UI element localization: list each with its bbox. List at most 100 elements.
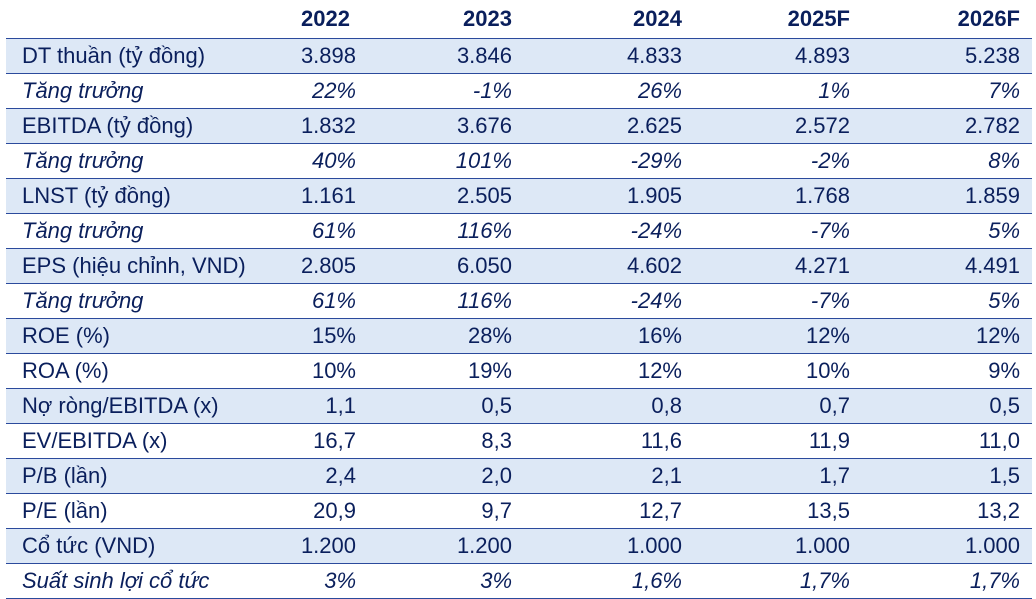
row-value-2024: 2,1	[524, 458, 694, 494]
row-value-2025f: 1,7%	[694, 563, 862, 599]
row-label: DT thuần (tỷ đồng)	[6, 38, 274, 74]
row-value-2025f: 0,7	[694, 388, 862, 424]
row-value-2026f: 2.782	[862, 108, 1032, 144]
row-value-2025f: 4.271	[694, 248, 862, 284]
row-label: EV/EBITDA (x)	[6, 423, 274, 459]
row-value-2025f: 13,5	[694, 493, 862, 529]
row-value-2022: 1.161	[274, 178, 362, 214]
row-value-2025f: 2.572	[694, 108, 862, 144]
financial-summary-table: 2022 2023 2024 2025F 2026F DT thuần (tỷ …	[6, 0, 1032, 599]
row-value-2023: 101%	[362, 143, 524, 179]
row-value-2022: 15%	[274, 318, 362, 354]
row-value-2025f: 1.000	[694, 528, 862, 564]
row-value-2026f: 1,5	[862, 458, 1032, 494]
row-value-2025f: -7%	[694, 213, 862, 249]
row-value-2023: 28%	[362, 318, 524, 354]
table-row: Tăng trưởng 61% 116% -24% -7% 5%	[6, 213, 1032, 249]
row-value-2025f: 1%	[694, 73, 862, 109]
row-value-2026f: 1,7%	[862, 563, 1032, 599]
table-row: DT thuần (tỷ đồng) 3.898 3.846 4.833 4.893 5.…	[6, 38, 1032, 74]
table-row: ROE (%) 15% 28% 16% 12% 12%	[6, 318, 1032, 354]
row-value-2024: 1.905	[524, 178, 694, 214]
table-row: ROA (%) 10% 19% 12% 10% 9%	[6, 353, 1032, 389]
table-row: Nợ ròng/EBITDA (x) 1,1 0,5 0,8 0,7 0,5	[6, 388, 1032, 424]
row-value-2026f: 5%	[862, 213, 1032, 249]
row-value-2024: 12%	[524, 353, 694, 389]
row-value-2024: 16%	[524, 318, 694, 354]
row-label: Tăng trưởng	[6, 283, 274, 319]
row-value-2026f: 9%	[862, 353, 1032, 389]
row-value-2026f: 5.238	[862, 38, 1032, 74]
row-value-2024: 0,8	[524, 388, 694, 424]
table-row: P/E (lần) 20,9 9,7 12,7 13,5 13,2	[6, 493, 1032, 529]
row-value-2023: 6.050	[362, 248, 524, 284]
row-value-2023: -1%	[362, 73, 524, 109]
row-value-2026f: 0,5	[862, 388, 1032, 424]
header-label-cell	[6, 0, 274, 39]
row-value-2026f: 7%	[862, 73, 1032, 109]
table-row: EV/EBITDA (x) 16,7 8,3 11,6 11,9 11,0	[6, 423, 1032, 459]
row-label: LNST (tỷ đồng)	[6, 178, 274, 214]
row-value-2022: 16,7	[274, 423, 362, 459]
row-label: ROA (%)	[6, 353, 274, 389]
row-value-2023: 116%	[362, 213, 524, 249]
header-year-2023: 2023	[362, 0, 524, 39]
table-row: P/B (lần) 2,4 2,0 2,1 1,7 1,5	[6, 458, 1032, 494]
row-value-2024: 4.833	[524, 38, 694, 74]
row-value-2023: 0,5	[362, 388, 524, 424]
row-value-2024: 26%	[524, 73, 694, 109]
row-value-2022: 40%	[274, 143, 362, 179]
row-value-2025f: 11,9	[694, 423, 862, 459]
row-value-2026f: 12%	[862, 318, 1032, 354]
row-label: Tăng trưởng	[6, 143, 274, 179]
row-value-2026f: 5%	[862, 283, 1032, 319]
row-value-2022: 1,1	[274, 388, 362, 424]
row-value-2026f: 1.000	[862, 528, 1032, 564]
row-value-2024: 1.000	[524, 528, 694, 564]
table-header: 2022 2023 2024 2025F 2026F	[6, 0, 1032, 39]
row-value-2023: 1.200	[362, 528, 524, 564]
row-value-2026f: 13,2	[862, 493, 1032, 529]
row-value-2022: 3.898	[274, 38, 362, 74]
row-label: Cổ tức (VND)	[6, 528, 274, 564]
row-value-2025f: 1,7	[694, 458, 862, 494]
table-body: DT thuần (tỷ đồng) 3.898 3.846 4.833 4.893 5.…	[6, 38, 1032, 599]
row-value-2022: 61%	[274, 283, 362, 319]
row-value-2024: -24%	[524, 283, 694, 319]
row-label: P/B (lần)	[6, 458, 274, 494]
row-label: Tăng trưởng	[6, 213, 274, 249]
row-value-2024: -29%	[524, 143, 694, 179]
row-value-2023: 9,7	[362, 493, 524, 529]
row-value-2022: 1.832	[274, 108, 362, 144]
row-value-2024: 1,6%	[524, 563, 694, 599]
header-row: 2022 2023 2024 2025F 2026F	[6, 0, 1032, 39]
row-value-2022: 10%	[274, 353, 362, 389]
header-year-2022: 2022	[274, 0, 362, 39]
row-value-2023: 3.846	[362, 38, 524, 74]
row-value-2025f: 4.893	[694, 38, 862, 74]
row-value-2022: 2,4	[274, 458, 362, 494]
table-row: Tăng trưởng 40% 101% -29% -2% 8%	[6, 143, 1032, 179]
row-value-2023: 3%	[362, 563, 524, 599]
row-value-2023: 8,3	[362, 423, 524, 459]
row-value-2022: 2.805	[274, 248, 362, 284]
row-value-2025f: 12%	[694, 318, 862, 354]
row-value-2024: -24%	[524, 213, 694, 249]
table-row: LNST (tỷ đồng) 1.161 2.505 1.905 1.768 1.859	[6, 178, 1032, 214]
row-value-2024: 2.625	[524, 108, 694, 144]
row-value-2024: 12,7	[524, 493, 694, 529]
row-value-2026f: 1.859	[862, 178, 1032, 214]
table-row: EPS (hiệu chỉnh, VND) 2.805 6.050 4.602 4.27…	[6, 248, 1032, 284]
row-value-2023: 2,0	[362, 458, 524, 494]
row-value-2023: 2.505	[362, 178, 524, 214]
row-value-2025f: 1.768	[694, 178, 862, 214]
table-row: Suất sinh lợi cổ tức 3% 3% 1,6% 1,7% 1,7%	[6, 563, 1032, 599]
row-value-2022: 20,9	[274, 493, 362, 529]
row-label: ROE (%)	[6, 318, 274, 354]
row-label: Nợ ròng/EBITDA (x)	[6, 388, 274, 424]
row-value-2024: 11,6	[524, 423, 694, 459]
row-value-2022: 1.200	[274, 528, 362, 564]
row-value-2024: 4.602	[524, 248, 694, 284]
row-value-2023: 116%	[362, 283, 524, 319]
